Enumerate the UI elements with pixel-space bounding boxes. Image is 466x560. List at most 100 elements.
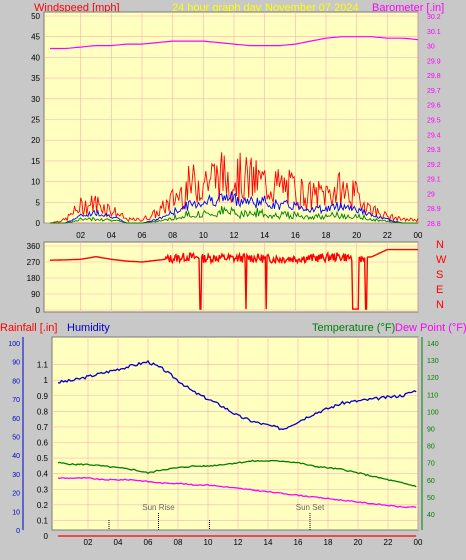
temperature-tick: 60	[427, 478, 435, 485]
rainfall-tick: 0.2	[37, 501, 49, 510]
wind-gust-line	[49, 152, 419, 224]
windspeed-axis-title: Windspeed [mph]	[34, 2, 120, 14]
wind-plot-grid	[44, 12, 419, 224]
rainfall-axis-title: Rainfall [.in]	[0, 322, 57, 334]
humidity-tick: 20	[12, 491, 20, 498]
wind-direction-plot-area	[43, 241, 419, 313]
compass-tick-label: W	[436, 254, 447, 266]
direction-degree-tick: 270	[27, 258, 41, 267]
temperature-tick: 70	[427, 461, 435, 468]
graph-title: 24 hour graph day	[172, 2, 262, 14]
temperature-tick: 50	[427, 495, 435, 502]
temperature-tick: 80	[427, 444, 435, 451]
temperature-series	[57, 359, 417, 537]
temperature-line	[57, 459, 417, 488]
temperature-hour-tick: 08	[174, 538, 183, 547]
barometer-tick-label: 30	[427, 44, 435, 51]
temperature-hour-tick: 14	[264, 538, 273, 547]
wind-hour-tick: 16	[291, 231, 300, 240]
barometer-tick-label: 30.2	[427, 14, 441, 21]
wind-hour-tick: 00	[414, 231, 423, 240]
temperature-tick-labels: 140 130 120 110 100 90 80 70 60 50 40	[427, 341, 439, 519]
wind-hour-tick: 18	[322, 231, 331, 240]
humidity-tick: 40	[12, 453, 20, 460]
barometer-tick-label: 29.7	[427, 88, 441, 95]
wind-barometer-plot-area	[43, 11, 419, 224]
windspeed-tick-label: 0	[36, 219, 41, 228]
rainfall-tick: 0.3	[37, 485, 49, 494]
temperature-hour-tick: 16	[294, 538, 303, 547]
temperature-tick: 140	[427, 341, 439, 348]
temperature-tick: 40	[427, 512, 435, 519]
windspeed-tick-label: 40	[31, 53, 40, 62]
humidity-tick: 50	[12, 435, 20, 442]
compass-tick-label: S	[436, 269, 443, 281]
barometer-tick-label: 29.8	[427, 73, 441, 80]
wind-hour-tick: 22	[383, 231, 392, 240]
sun-annotation-label: Sun Set	[296, 503, 325, 512]
dewpoint-line	[57, 477, 417, 509]
barometer-line	[50, 36, 419, 50]
barometer-tick-label: 29.3	[427, 147, 441, 154]
rainfall-tick: 0.8	[37, 407, 49, 416]
temperature-tick: 110	[427, 392, 438, 399]
compass-tick-label: E	[436, 284, 443, 296]
temperature-hour-tick: 00	[414, 538, 423, 547]
graph-date: November 07 2024	[265, 2, 359, 14]
wind-average-line	[50, 191, 418, 224]
windspeed-tick-label: 25	[31, 116, 40, 125]
barometer-tick-label: 29.6	[427, 103, 441, 110]
rainfall-tick: 1	[44, 376, 49, 385]
humidity-tick: 10	[12, 509, 20, 516]
temperature-hour-tick: 06	[144, 538, 153, 547]
wind-direction-line	[50, 248, 418, 310]
temperature-tick: 90	[427, 427, 435, 434]
temperature-hour-tick: 02	[84, 538, 93, 547]
temperature-hour-tick: 18	[324, 538, 333, 547]
rainfall-tick: 0.4	[37, 470, 49, 479]
rainfall-tick: 0.5	[37, 454, 49, 463]
humidity-tick: 100	[8, 341, 20, 348]
windspeed-tick-label: 30	[31, 95, 40, 104]
temperature-tick: 120	[427, 375, 439, 382]
direction-degree-tick-labels: 360 270 180 90 0	[27, 242, 41, 315]
temperature-hour-tick-labels: 02 04 06 08 10 12 14 16 18 20 22 00	[84, 538, 423, 547]
temperature-hour-tick: 12	[234, 538, 243, 547]
wind-hour-tick: 20	[352, 231, 361, 240]
barometer-axis-title: Barometer [.in]	[372, 2, 444, 14]
temperature-hour-tick: 22	[384, 538, 393, 547]
direction-degree-tick: 90	[31, 290, 40, 299]
humidity-tick: 80	[12, 378, 20, 385]
compass-tick-label: N	[436, 299, 444, 311]
humidity-line	[57, 359, 417, 431]
wind-hour-tick: 14	[260, 231, 269, 240]
humidity-tick: 60	[12, 416, 20, 423]
direction-series	[50, 248, 418, 310]
temperature-hour-tick: 10	[204, 538, 213, 547]
barometer-tick-label: 29.4	[427, 132, 441, 139]
sun-annotations: Sun Rise Sun Set	[108, 503, 325, 530]
humidity-temperature-plot-area	[51, 336, 419, 531]
temperature-tick: 100	[427, 409, 439, 416]
rainfall-tick: 1.1	[37, 361, 49, 370]
barometer-tick-label: 29	[427, 191, 435, 198]
direction-degree-tick: 360	[27, 242, 41, 251]
rainfall-tick: 0.9	[37, 392, 49, 401]
wind-hour-tick: 04	[107, 231, 116, 240]
windspeed-tick-label: 50	[31, 12, 40, 21]
barometer-tick-label: 28.9	[427, 206, 441, 213]
barometer-tick-label: 29.9	[427, 58, 441, 65]
humidity-tick: 90	[12, 360, 20, 367]
barometer-tick-label: 29.1	[427, 177, 441, 184]
wind-series	[49, 36, 419, 224]
wind-hour-tick: 12	[230, 231, 239, 240]
rainfall-tick: 0.7	[37, 423, 49, 432]
barometer-tick-label: 30.1	[427, 29, 441, 36]
wind-lull-line	[50, 205, 418, 224]
sun-annotation-label: Sun Rise	[142, 503, 175, 512]
direction-degree-tick: 180	[27, 274, 41, 283]
